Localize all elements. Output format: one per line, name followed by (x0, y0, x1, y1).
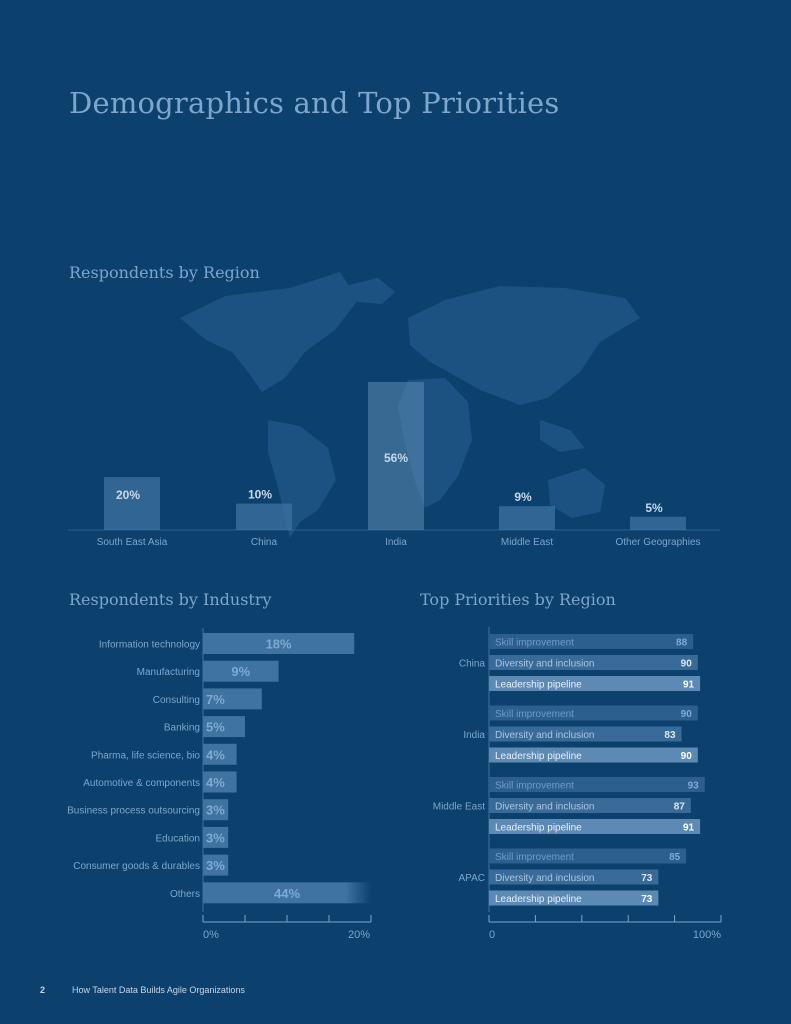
region-category-label: Other Geographies (615, 537, 700, 548)
priorities-value-label: 90 (681, 659, 693, 670)
priorities-bar (489, 890, 659, 906)
priorities-bar (489, 819, 701, 834)
priorities-series-label: Diversity and inclusion (495, 873, 595, 884)
priorities-value-label: 85 (669, 852, 681, 863)
industry-chart-title: Respondents by Industry (69, 590, 272, 609)
region-bar (368, 382, 424, 530)
priorities-bar (489, 869, 659, 885)
industry-value-label: 44% (274, 886, 300, 901)
industry-x-tick-label: 0% (203, 929, 219, 941)
industry-value-label: 7% (206, 692, 225, 707)
industry-category-label: Business process outsourcing (67, 806, 200, 817)
industry-value-label: 4% (206, 747, 225, 762)
industry-x-tick-label: 20% (348, 929, 370, 941)
region-value-label: 20% (116, 488, 140, 502)
industry-category-label: Consulting (153, 695, 200, 706)
industry-bar (203, 799, 229, 821)
priorities-bar (489, 777, 705, 792)
industry-bar (203, 826, 229, 848)
priorities-bar (489, 726, 682, 742)
industry-bar (203, 633, 355, 654)
region-value-label: 56% (384, 451, 408, 465)
priorities-series-label: Leadership pipeline (495, 751, 582, 762)
priorities-bar (489, 634, 694, 649)
priorities-x-tick-label: 0 (489, 929, 495, 941)
industry-bar (203, 716, 245, 738)
priorities-value-label: 73 (641, 873, 653, 884)
industry-category-label: Consumer goods & durables (73, 861, 200, 872)
region-bar (236, 503, 292, 530)
priorities-bar (489, 848, 687, 864)
priorities-bar (489, 798, 691, 813)
industry-bar (203, 660, 279, 682)
industry-bar (203, 688, 262, 710)
priorities-series-label: Skill improvement (495, 709, 574, 720)
priorities-group-label: Middle East (433, 802, 485, 813)
region-value-label: 10% (248, 488, 272, 502)
priorities-value-label: 83 (664, 730, 676, 741)
priorities-bar (489, 747, 698, 763)
footer-text: How Talent Data Builds Agile Organizatio… (72, 985, 245, 995)
footer-page-number: 2 (40, 985, 46, 995)
priorities-bar (489, 655, 698, 670)
region-category-label: South East Asia (97, 537, 168, 548)
industry-bar (203, 882, 371, 904)
region-bar (630, 516, 686, 530)
industry-bar (203, 771, 237, 793)
priorities-value-label: 73 (641, 894, 653, 905)
priorities-chart-title: Top Priorities by Region (420, 590, 616, 609)
priorities-series-label: Skill improvement (495, 638, 574, 649)
industry-value-label: 3% (206, 803, 225, 818)
priorities-value-label: 87 (674, 802, 686, 813)
priorities-series-label: Diversity and inclusion (495, 802, 595, 813)
region-chart-title: Respondents by Region (69, 263, 260, 282)
industry-value-label: 18% (266, 637, 292, 652)
industry-value-label: 9% (231, 664, 250, 679)
priorities-series-label: Diversity and inclusion (495, 659, 595, 670)
priorities-series-label: Leadership pipeline (495, 680, 582, 691)
region-category-label: China (251, 537, 278, 548)
industry-value-label: 5% (206, 720, 225, 735)
priorities-series-label: Skill improvement (495, 781, 574, 792)
industry-category-label: Pharma, life science, bio (91, 750, 200, 761)
priorities-series-label: Leadership pipeline (495, 823, 582, 834)
industry-value-label: 3% (206, 830, 225, 845)
priorities-value-label: 91 (683, 680, 695, 691)
priorities-bar (489, 705, 698, 721)
priorities-series-label: Skill improvement (495, 852, 574, 863)
region-bar (499, 506, 555, 530)
industry-category-label: Others (170, 889, 200, 900)
priorities-value-label: 91 (683, 823, 695, 834)
page-title: Demographics and Top Priorities (69, 86, 560, 120)
region-value-label: 5% (645, 501, 663, 515)
industry-bar (203, 743, 237, 765)
priorities-value-label: 90 (681, 709, 693, 720)
industry-category-label: Manufacturing (137, 667, 200, 678)
priorities-bar (489, 676, 701, 691)
industry-category-label: Information technology (99, 640, 200, 651)
priorities-x-tick-label: 100% (693, 929, 721, 941)
region-bar (104, 477, 160, 530)
industry-value-label: 4% (206, 775, 225, 790)
region-value-label: 9% (514, 490, 532, 504)
region-category-label: Middle East (501, 537, 553, 548)
priorities-group-label: China (459, 659, 486, 670)
priorities-value-label: 93 (688, 781, 700, 792)
industry-category-label: Education (156, 833, 200, 844)
industry-category-label: Automotive & components (83, 778, 200, 789)
priorities-series-label: Diversity and inclusion (495, 730, 595, 741)
region-category-label: India (385, 537, 407, 548)
industry-category-label: Banking (164, 723, 200, 734)
priorities-series-label: Leadership pipeline (495, 894, 582, 905)
priorities-value-label: 90 (681, 751, 693, 762)
priorities-group-label: APAC (459, 873, 486, 884)
industry-value-label: 3% (206, 858, 225, 873)
priorities-group-label: India (463, 730, 485, 741)
priorities-value-label: 88 (676, 638, 688, 649)
industry-bar (203, 854, 229, 876)
